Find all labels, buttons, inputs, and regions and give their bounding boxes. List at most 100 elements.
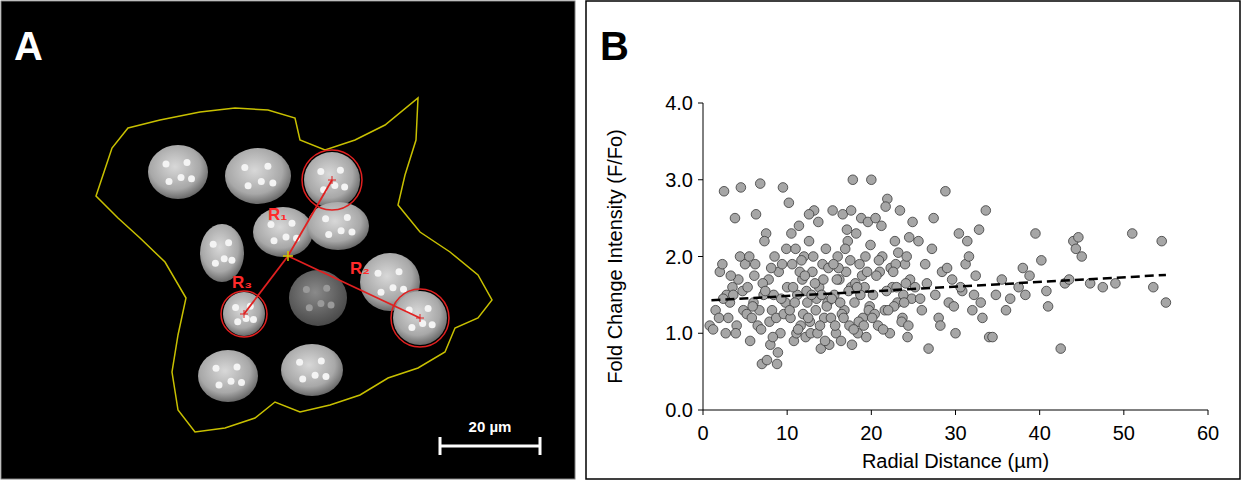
chromocenter	[325, 231, 332, 238]
x-tick-label: 30	[944, 422, 966, 444]
y-tick	[698, 103, 703, 104]
scatter-point	[778, 183, 788, 193]
chromocenter	[245, 182, 252, 189]
chromocenter	[213, 365, 220, 372]
y-tick	[698, 256, 703, 257]
scatter-point	[820, 336, 830, 346]
scatter-point	[962, 236, 972, 246]
scatter-point	[1037, 256, 1047, 266]
scatter-point	[849, 325, 859, 335]
scatter-point	[903, 332, 913, 342]
scatter-point	[964, 252, 974, 262]
x-axis-title: Radial Distance (µm)	[862, 450, 1049, 472]
scatter-point	[808, 252, 818, 262]
scatter-point	[830, 321, 840, 331]
scatter-point	[1161, 298, 1171, 308]
scatter-point	[760, 236, 770, 246]
chromocenter	[322, 215, 329, 222]
x-tick-label: 10	[776, 422, 798, 444]
scatter-point	[922, 279, 932, 289]
image-background	[1, 1, 575, 479]
chromocenter	[225, 239, 232, 246]
chromocenter	[378, 289, 385, 296]
y-tick-label: 1.0	[665, 322, 693, 344]
scatter-point	[750, 259, 760, 269]
nucleus	[393, 291, 447, 345]
scatter-point	[842, 225, 852, 235]
scatter-point	[862, 267, 872, 277]
x-tick-label: 60	[1197, 422, 1219, 444]
scatter-point	[719, 186, 729, 196]
nucleus	[198, 350, 258, 402]
panel-label: A	[14, 24, 43, 68]
scatter-point	[756, 325, 766, 335]
chromocenter	[396, 268, 403, 275]
y-tick-label: 4.0	[665, 92, 693, 114]
nucleus	[304, 152, 360, 208]
scatter-point	[852, 282, 862, 292]
chromocenter	[241, 164, 248, 171]
scatter-point	[971, 271, 981, 281]
scatter-point	[1018, 263, 1028, 273]
panel-a: R₁R₂R₃A20 µm	[1, 1, 575, 479]
scatter-point	[835, 298, 845, 308]
scatter-point	[848, 175, 858, 185]
scatter-point	[947, 275, 957, 285]
scatter-point	[804, 209, 814, 219]
scatter-point	[861, 252, 871, 262]
nucleus	[223, 292, 265, 336]
chromocenter	[296, 359, 303, 366]
scatter-point	[751, 209, 761, 219]
scatter-point	[718, 259, 728, 269]
scatter-point	[861, 332, 871, 342]
chromocenter	[234, 363, 241, 370]
scatter-point	[867, 175, 877, 185]
chromocenter	[306, 304, 313, 311]
radial-line	[288, 180, 332, 256]
scatter-point	[991, 290, 1001, 300]
centroid-cross	[328, 176, 336, 184]
x-tick	[871, 410, 872, 415]
scatter-point	[1031, 229, 1041, 239]
scatter-point	[951, 328, 961, 338]
scatter-point	[954, 229, 964, 239]
scatter-point	[1148, 282, 1158, 292]
y-tick-label: 2.0	[665, 246, 693, 268]
scatter-point	[814, 217, 824, 227]
chromocenter	[232, 304, 239, 311]
chromocenter	[344, 214, 351, 221]
chromocenter	[317, 300, 324, 307]
scatter-point	[1056, 344, 1066, 354]
x-tick-label: 0	[697, 422, 708, 444]
chromocenter	[341, 184, 348, 191]
chromocenter	[375, 270, 382, 277]
panel-b: B0.01.02.03.04.00102030405060Radial Dist…	[586, 1, 1240, 479]
scatter-point	[770, 252, 780, 262]
scatter-point	[790, 298, 800, 308]
scatter-point	[723, 313, 733, 323]
scatter-point	[914, 236, 924, 246]
chromocenter	[166, 178, 173, 185]
scatter-point	[743, 282, 753, 292]
scatter-point	[803, 313, 813, 323]
scatter-point	[846, 206, 856, 216]
scatter-point	[714, 313, 724, 323]
scatter-point	[782, 244, 792, 254]
chromocenter	[238, 379, 245, 386]
chromocenter	[283, 234, 290, 241]
selected-nucleus	[221, 291, 267, 337]
scatter-point	[874, 256, 884, 266]
scatter-point	[762, 355, 772, 365]
scatter-point	[895, 206, 905, 216]
scatter-point	[1111, 279, 1121, 289]
x-tick-label: 40	[1029, 422, 1051, 444]
scatter-point	[904, 321, 914, 331]
scatter-point	[927, 244, 937, 254]
chromocenter	[338, 227, 345, 234]
x-tick-label: 20	[860, 422, 882, 444]
scatter-point	[851, 229, 861, 239]
panel-frame	[586, 1, 1240, 479]
scatter-point	[1074, 233, 1084, 243]
scatter-point	[867, 313, 877, 323]
scatter-point	[969, 290, 979, 300]
